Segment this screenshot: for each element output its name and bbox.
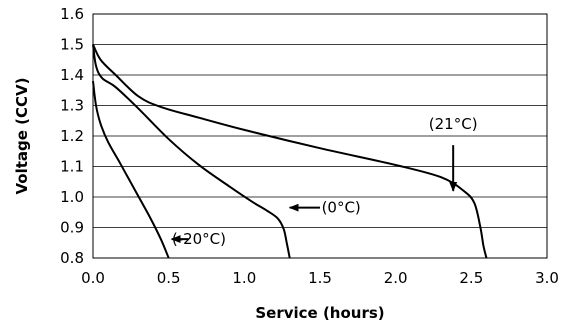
series-label-2: (-20°C) — [172, 230, 226, 248]
y-tick-label: 1.4 — [60, 66, 84, 84]
y-tick-label: 1.1 — [60, 158, 84, 176]
x-axis-title: Service (hours) — [255, 304, 384, 322]
series-annotations: (21°C) (0°C) (-20°C) — [170, 115, 478, 248]
x-tick-label: 2.0 — [384, 269, 408, 287]
x-tick-label: 0.5 — [157, 269, 181, 287]
plot-area — [92, 13, 548, 259]
x-tick-label: 1.5 — [308, 269, 332, 287]
series-label-0: (21°C) — [429, 115, 478, 133]
y-tick-label: 1.0 — [60, 188, 84, 206]
x-axis: 0.0 0.5 1.0 1.5 2.0 2.5 3.0 — [81, 269, 559, 287]
y-axis: 0.8 0.9 1.0 1.1 1.2 1.3 1.4 1.5 1.6 — [60, 5, 84, 267]
series-line-0 — [92, 44, 488, 259]
series-lines — [92, 44, 488, 259]
y-tick-label: 0.9 — [60, 219, 84, 237]
series-line-2 — [92, 80, 170, 259]
series-label-1: (0°C) — [322, 199, 361, 217]
y-tick-label: 1.2 — [60, 127, 84, 145]
y-tick-label: 1.6 — [60, 5, 84, 23]
series-line-1 — [92, 44, 291, 259]
y-tick-label: 1.5 — [60, 36, 84, 54]
x-tick-label: 1.0 — [232, 269, 256, 287]
y-tick-label: 0.8 — [60, 249, 84, 267]
x-tick-label: 3.0 — [535, 269, 559, 287]
y-axis-title: Voltage (CCV) — [13, 78, 31, 195]
y-tick-label: 1.3 — [60, 97, 84, 115]
gridlines — [93, 44, 547, 228]
x-tick-label: 2.5 — [459, 269, 483, 287]
x-tick-label: 0.0 — [81, 269, 105, 287]
